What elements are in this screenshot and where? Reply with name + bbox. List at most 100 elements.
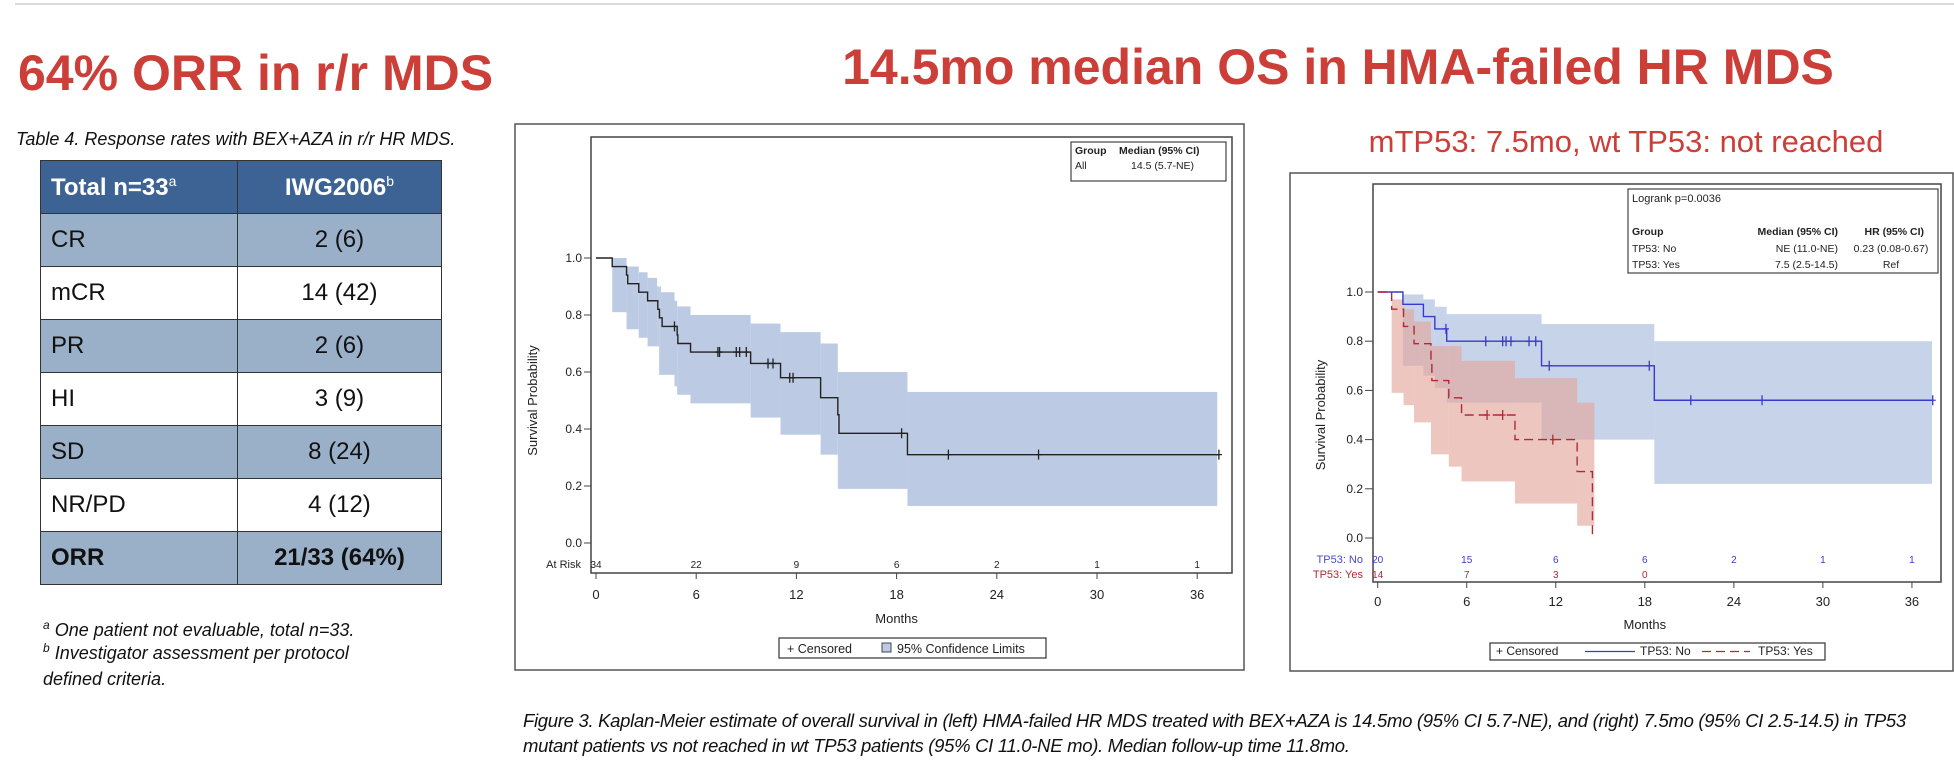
header-total: Total n=33a <box>40 160 238 214</box>
y-axis-label: Survival Probability <box>525 345 540 456</box>
censor-mark <box>945 449 952 460</box>
row-value: 4 (12) <box>236 478 443 532</box>
censor-mark <box>765 358 772 369</box>
ci-band-segment <box>1414 321 1431 423</box>
km-chart-tp53: 0.0 0.2 0.4 0.6 0.8 1.0 Survival Probability 0 6… <box>1289 172 1954 672</box>
legend-censored: + Censored <box>1496 644 1558 658</box>
x-axis-label: Months <box>1623 617 1666 632</box>
at-risk-count: 22 <box>691 560 703 571</box>
legend-ci-swatch <box>881 642 892 653</box>
censor-mark <box>790 372 797 383</box>
at-risk-label: TP53: No <box>1317 554 1363 566</box>
footnote-b-cont: defined criteria. <box>43 669 167 689</box>
x-tick-label: 6 <box>693 587 700 602</box>
censor-mark <box>1929 395 1936 406</box>
survival-curve <box>596 257 1219 456</box>
y-tick-label: 0.2 <box>565 479 582 493</box>
at-risk-label: TP53: Yes <box>1313 569 1364 581</box>
table-row: CR 2 (6) <box>40 213 443 267</box>
logrank-p: Logrank p=0.0036 <box>1632 193 1721 205</box>
at-risk-count: 6 <box>1553 555 1559 566</box>
x-tick-label: 12 <box>1549 594 1563 609</box>
ci-band-segment <box>1577 402 1595 526</box>
censor-mark <box>1526 336 1533 347</box>
inset-cell: All <box>1075 160 1087 172</box>
ci-band-segment <box>1403 309 1415 406</box>
ci-band-segment <box>1430 346 1449 455</box>
ci-band-segment <box>1514 378 1578 504</box>
censor-mark <box>1546 360 1553 371</box>
censor-mark <box>1646 360 1653 371</box>
x-tick-label: 18 <box>1638 594 1652 609</box>
plot-area <box>1372 183 1942 583</box>
at-risk-count: 6 <box>1642 555 1648 566</box>
censor-mark <box>1507 336 1514 347</box>
km-chart-overall: 0.0 0.2 0.4 0.6 0.8 1.0 Survival Probability 0 6… <box>514 123 1245 671</box>
ci-band-segment <box>612 258 627 313</box>
row-value: 8 (24) <box>236 425 443 479</box>
row-value: 21/33 (64%) <box>236 531 443 585</box>
ci-band-segment <box>1654 341 1932 484</box>
ci-band-segment <box>1391 299 1404 393</box>
header-iwg: IWG2006b <box>236 160 443 214</box>
table-row: NR/PD 4 (12) <box>40 478 443 532</box>
table-row: HI 3 (9) <box>40 372 443 426</box>
row-label: NR/PD <box>40 478 238 532</box>
ci-band-segment <box>837 372 908 489</box>
table-row-orr: ORR 21/33 (64%) <box>40 531 443 585</box>
censor-mark <box>1484 410 1491 420</box>
ci-band-segment <box>820 343 838 455</box>
y-tick-label: 0.2 <box>1346 482 1363 496</box>
top-divider <box>15 3 1954 5</box>
inset-cell: TP53: No <box>1632 243 1677 255</box>
censor-mark <box>736 347 743 358</box>
response-table: Total n=33a IWG2006b CR 2 (6) mCR 14 (42) … <box>40 160 443 585</box>
ci-band-segment <box>674 300 678 387</box>
censor-mark <box>770 358 777 369</box>
x-tick-label: 36 <box>1190 587 1204 602</box>
censor-mark <box>898 428 905 439</box>
ci-band-segment <box>1461 360 1515 482</box>
row-label: SD <box>40 425 238 479</box>
row-value: 2 (6) <box>236 319 443 373</box>
x-tick-label: 24 <box>990 587 1004 602</box>
left-title: 64% ORR in r/r MDS <box>18 45 494 101</box>
y-tick-label: 0.0 <box>565 536 582 550</box>
inset-cell: 14.5 (5.7-NE) <box>1131 160 1194 172</box>
at-risk-count: 6 <box>894 560 900 571</box>
survival-curve <box>1377 291 1594 538</box>
table-row: PR 2 (6) <box>40 319 443 373</box>
ci-band-segment <box>907 391 1218 506</box>
inset-cell: Ref <box>1883 259 1899 271</box>
censor-mark <box>1549 434 1556 445</box>
ci-band-segment <box>638 272 648 338</box>
x-tick-label: 24 <box>1727 594 1741 609</box>
ci-band-segment <box>657 286 660 347</box>
ci-band-segment <box>1448 346 1462 467</box>
inset-stats-box <box>1070 141 1227 182</box>
inset-cell: 7.5 (2.5-14.5) <box>1775 259 1838 271</box>
x-tick-label: 6 <box>1463 594 1470 609</box>
inset-cell: 0.23 (0.08-0.67) <box>1854 243 1929 255</box>
censor-mark <box>1442 323 1449 334</box>
censor-mark <box>1532 336 1539 347</box>
ci-band-segment <box>750 323 781 418</box>
table-caption: Table 4. Response rates with BEX+AZA in … <box>16 129 456 149</box>
table-row: mCR 14 (42) <box>40 266 443 320</box>
censor-mark <box>716 347 723 358</box>
x-tick-label: 30 <box>1816 594 1830 609</box>
inset-header: Median (95% CI) <box>1119 145 1200 157</box>
x-tick-label: 18 <box>889 587 903 602</box>
at-risk-count: 15 <box>1461 555 1473 566</box>
ci-band-segment <box>677 306 691 395</box>
y-tick-label: 0.4 <box>1346 433 1363 447</box>
y-axis-label: Survival Probability <box>1313 359 1328 470</box>
row-label: CR <box>40 213 238 267</box>
at-risk-count: 3 <box>1553 570 1559 581</box>
inset-cell: TP53: Yes <box>1632 259 1680 271</box>
at-risk-count: 2 <box>1731 555 1737 566</box>
row-label: PR <box>40 319 238 373</box>
at-risk-count: 1 <box>1909 555 1915 566</box>
censor-mark <box>1759 395 1766 406</box>
